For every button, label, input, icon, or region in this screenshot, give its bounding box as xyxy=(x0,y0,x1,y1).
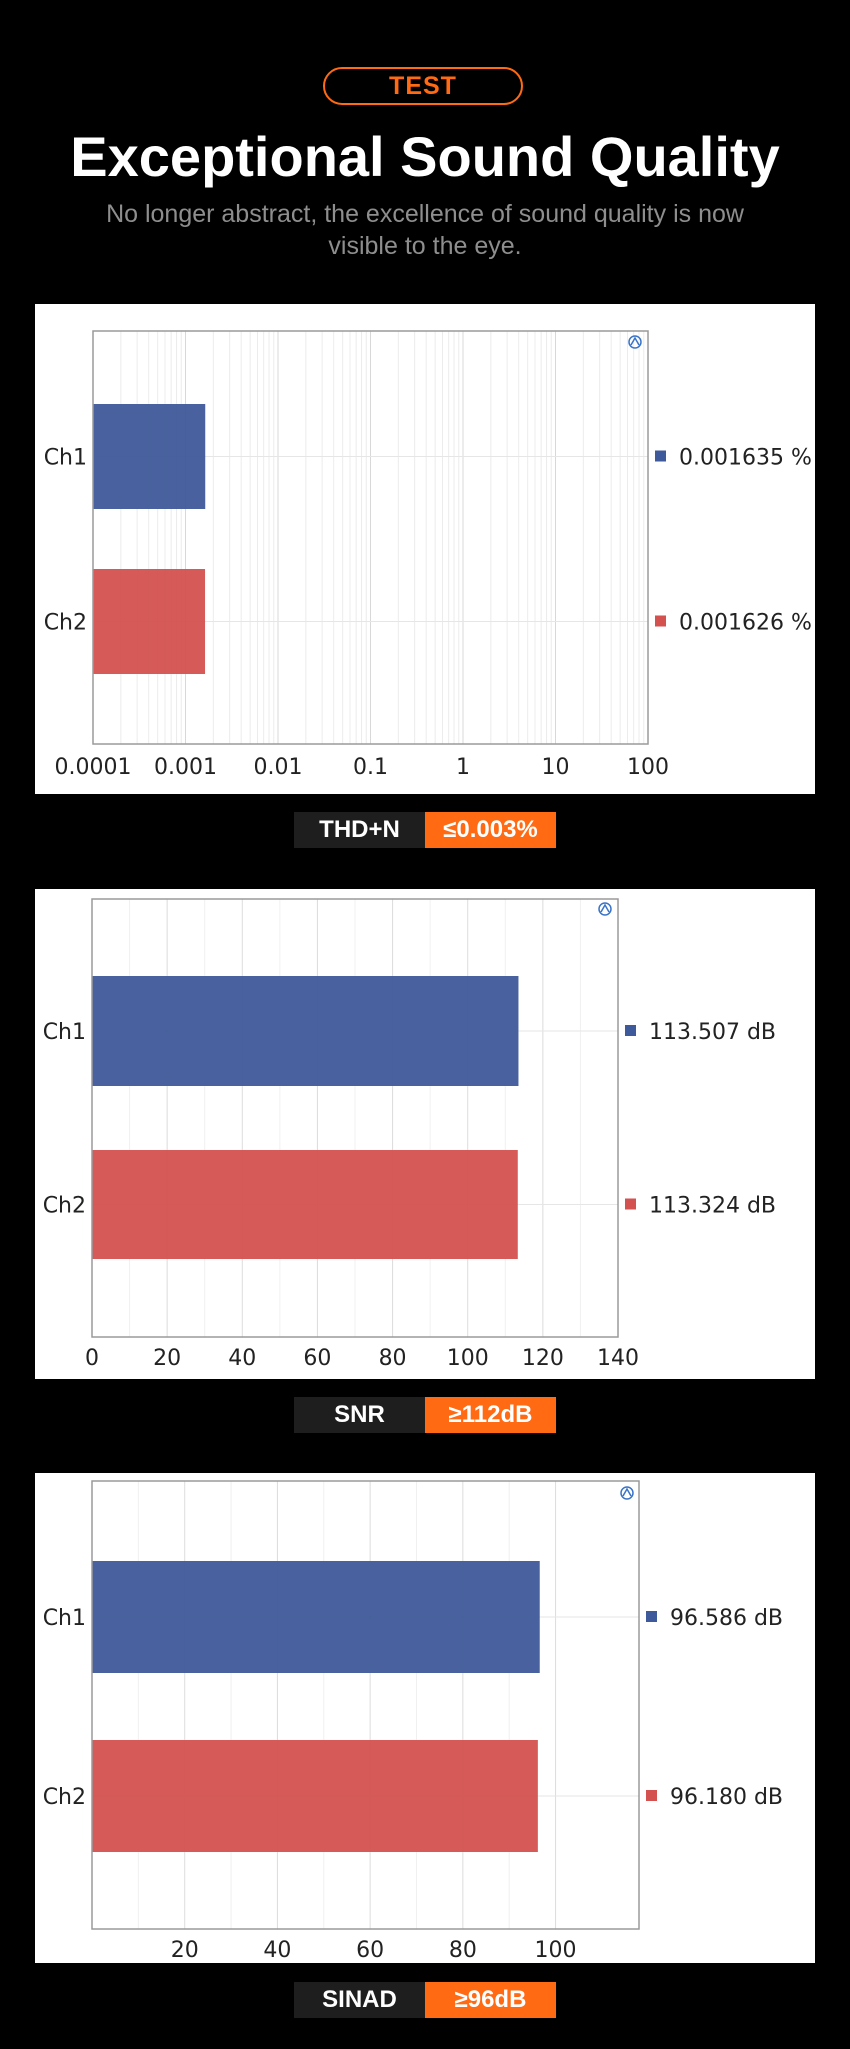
legend-marker-ch2 xyxy=(646,1790,657,1801)
plot-frame xyxy=(92,330,649,745)
plot-frame xyxy=(91,1480,640,1930)
category-label-ch1: Ch1 xyxy=(44,446,87,471)
sinad-spec: SINAD ≥96dB xyxy=(294,1982,556,2018)
category-label-ch2: Ch2 xyxy=(43,1194,86,1219)
analyzer-logo-icon xyxy=(598,902,612,916)
x-tick-label: 40 xyxy=(263,1938,291,1963)
test-badge: TEST xyxy=(323,67,523,105)
x-tick-label: 0 xyxy=(85,1346,99,1371)
bar-ch2 xyxy=(93,569,206,674)
value-label-ch2: 96.180 dB xyxy=(670,1785,783,1810)
x-tick-label: 20 xyxy=(171,1938,199,1963)
thd-chart: Ch1 0.001635 % Ch2 0.001626 % 0.0001 0.001 0.0… xyxy=(44,330,812,780)
legend-marker-ch2 xyxy=(625,1198,636,1210)
sinad-chart: Ch1 96.586 dB Ch2 96.180 dB 20 40 60 80 100 xyxy=(43,1480,783,1963)
analyzer-logo-mark xyxy=(630,336,640,346)
x-tick-label: 0.01 xyxy=(254,755,303,780)
sinad-spec-label: SINAD xyxy=(294,1982,425,2018)
analyzer-logo-mark xyxy=(600,903,610,913)
page-subtitle: No longer abstract, the excellence of so… xyxy=(106,200,744,260)
bar-ch2 xyxy=(92,1150,518,1259)
category-label-ch2: Ch2 xyxy=(43,1785,86,1810)
snr-spec-value: ≥112dB xyxy=(425,1397,556,1433)
sinad-chart-panel: Ch1 96.586 dB Ch2 96.180 dB 20 40 60 80 100 xyxy=(35,1473,815,1963)
x-tick-label: 1 xyxy=(456,755,470,780)
x-tick-label: 60 xyxy=(356,1938,384,1963)
snr-spec-label: SNR xyxy=(294,1397,425,1433)
analyzer-logo-icon xyxy=(620,1486,634,1500)
analyzer-logo-icon xyxy=(628,335,642,349)
snr-spec: SNR ≥112dB xyxy=(294,1397,556,1433)
x-tick-label: 140 xyxy=(597,1346,639,1371)
value-label-ch1: 96.586 dB xyxy=(670,1606,783,1631)
x-tick-label: 100 xyxy=(447,1346,489,1371)
x-tick-label: 80 xyxy=(449,1938,477,1963)
x-tick-label: 40 xyxy=(228,1346,256,1371)
thd-spec-label: THD+N xyxy=(294,812,425,848)
x-tick-label: 100 xyxy=(627,755,669,780)
legend-marker-ch1 xyxy=(655,450,666,462)
plot-frame xyxy=(91,898,619,1338)
x-tick-label: 60 xyxy=(303,1346,331,1371)
legend-marker-ch1 xyxy=(646,1611,657,1622)
thd-chart-panel: Ch1 0.001635 % Ch2 0.001626 % 0.0001 0.001 0.0… xyxy=(35,304,815,794)
thd-spec: THD+N ≤0.003% xyxy=(294,812,556,848)
category-label-ch2: Ch2 xyxy=(44,611,87,636)
bar-ch1 xyxy=(93,404,206,509)
x-tick-label: 0.001 xyxy=(154,755,217,780)
legend-marker-ch2 xyxy=(655,615,666,627)
x-tick-label: 120 xyxy=(522,1346,564,1371)
analyzer-logo-mark xyxy=(622,1487,632,1497)
page-title: Exceptional Sound Quality xyxy=(70,125,780,188)
x-tick-label: 100 xyxy=(535,1938,577,1963)
category-label-ch1: Ch1 xyxy=(43,1606,86,1631)
value-label-ch2: 0.001626 % xyxy=(679,611,812,636)
category-label-ch1: Ch1 xyxy=(43,1020,86,1045)
snr-chart-panel: Ch1 113.507 dB Ch2 113.324 dB 0 20 40 60 80 100 12… xyxy=(35,889,815,1379)
x-tick-label: 10 xyxy=(542,755,570,780)
x-tick-label: 0.1 xyxy=(353,755,388,780)
bar-ch2 xyxy=(92,1740,538,1852)
x-tick-label: 0.0001 xyxy=(55,755,132,780)
value-label-ch2: 113.324 dB xyxy=(649,1194,776,1219)
legend-marker-ch1 xyxy=(625,1025,636,1036)
value-label-ch1: 113.507 dB xyxy=(649,1020,776,1045)
bar-ch1 xyxy=(92,1561,540,1673)
x-tick-label: 20 xyxy=(153,1346,181,1371)
sinad-spec-value: ≥96dB xyxy=(425,1982,556,2018)
snr-chart: Ch1 113.507 dB Ch2 113.324 dB 0 20 40 60 80 100 12… xyxy=(43,898,776,1371)
bar-ch1 xyxy=(92,976,519,1086)
thd-spec-value: ≤0.003% xyxy=(425,812,556,848)
value-label-ch1: 0.001635 % xyxy=(679,446,812,471)
x-tick-label: 80 xyxy=(379,1346,407,1371)
